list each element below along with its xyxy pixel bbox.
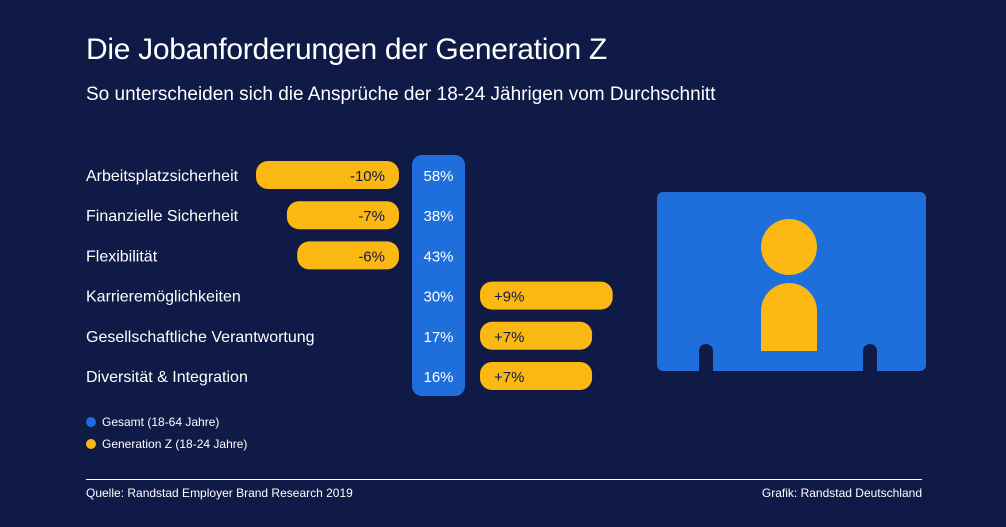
genz-value-label: -6% bbox=[358, 248, 385, 265]
genz-bar bbox=[297, 241, 399, 270]
page-subtitle: So unterscheiden sich die Ansprüche der … bbox=[86, 84, 716, 105]
genz-value-label: -10% bbox=[350, 168, 385, 185]
footer-divider bbox=[86, 479, 922, 480]
category-label: Flexibilität bbox=[86, 248, 158, 265]
genz-value-label: -7% bbox=[358, 208, 385, 225]
legend-label-genz: Generation Z (18-24 Jahre) bbox=[102, 437, 248, 451]
gesamt-value-label: 16% bbox=[423, 369, 453, 386]
category-label: Arbeitsplatzsicherheit bbox=[86, 168, 239, 185]
gesamt-value-label: 43% bbox=[423, 248, 453, 265]
legend-dot-genz bbox=[86, 439, 96, 449]
gesamt-value-label: 58% bbox=[423, 168, 453, 185]
category-label: Karrieremöglichkeiten bbox=[86, 289, 241, 306]
gesamt-value-label: 17% bbox=[423, 329, 453, 346]
legend-label-gesamt: Gesamt (18-64 Jahre) bbox=[102, 415, 220, 429]
person-icon bbox=[657, 192, 926, 371]
genz-bar bbox=[286, 201, 399, 230]
genz-value-label: +9% bbox=[494, 289, 524, 306]
gesamt-column bbox=[412, 155, 465, 396]
legend-item-genz: Generation Z (18-24 Jahre) bbox=[86, 433, 247, 455]
legend: Gesamt (18-64 Jahre) Generation Z (18-24… bbox=[86, 411, 247, 455]
genz-bar bbox=[480, 281, 613, 310]
genz-bar bbox=[480, 362, 593, 390]
gesamt-labels: 58% 38% 43% 30% 17% 16% bbox=[423, 168, 453, 386]
gesamt-value-label: 38% bbox=[423, 208, 453, 225]
page-title: Die Jobanforderungen der Generation Z bbox=[86, 33, 607, 66]
genz-bar bbox=[480, 321, 593, 350]
legend-item-gesamt: Gesamt (18-64 Jahre) bbox=[86, 411, 247, 433]
category-label: Diversität & Integration bbox=[86, 369, 248, 386]
category-label: Gesellschaftliche Verantwortung bbox=[86, 329, 315, 346]
genz-bars: -10% -7% -6% +9% +7% +7% bbox=[256, 161, 613, 390]
genz-value-label: +7% bbox=[494, 369, 524, 386]
genz-value-label: +7% bbox=[494, 329, 524, 346]
genz-bar bbox=[256, 161, 399, 189]
legend-dot-gesamt bbox=[86, 417, 96, 427]
source-note: Quelle: Randstad Employer Brand Research… bbox=[86, 486, 353, 500]
category-label: Finanzielle Sicherheit bbox=[86, 208, 239, 225]
graphic-credit: Grafik: Randstad Deutschland bbox=[761, 486, 922, 500]
gesamt-value-label: 30% bbox=[423, 289, 453, 306]
category-labels: Arbeitsplatzsicherheit Finanzielle Sicher… bbox=[86, 168, 315, 386]
